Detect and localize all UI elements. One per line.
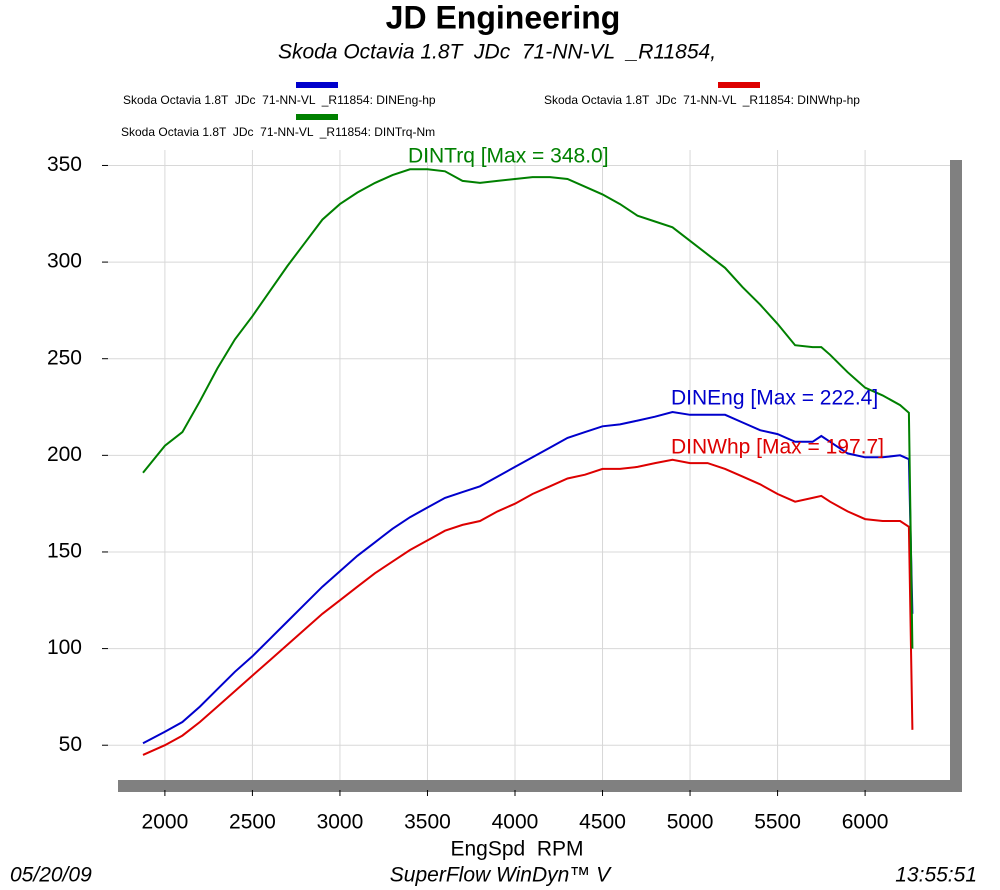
series-line: [142, 168, 914, 649]
x-tick-label: 5000: [667, 811, 714, 834]
legend-swatch: [296, 114, 338, 120]
x-tick-label: 3000: [317, 811, 364, 834]
x-tick-label: 5500: [754, 811, 801, 834]
max-annotation: DINEng [Max = 222.4]: [671, 387, 878, 410]
series-line: [142, 458, 914, 756]
footer-time: 13:55:51: [895, 864, 977, 887]
plot-area: [108, 150, 950, 780]
x-tick-label: 2500: [229, 811, 276, 834]
footer-software: SuperFlow WinDyn™ V: [390, 864, 612, 887]
legend-swatch: [718, 82, 760, 88]
legend-label: Skoda Octavia 1.8T JDc 71-NN-VL _R11854:…: [123, 93, 436, 107]
y-tick-label: 200: [47, 443, 82, 466]
y-tick-label: 50: [59, 733, 82, 756]
x-tick-label: 2000: [142, 811, 189, 834]
footer-date: 05/20/09: [10, 864, 92, 887]
x-tick-label: 4500: [579, 811, 626, 834]
max-annotation: DINTrq [Max = 348.0]: [408, 145, 609, 168]
series-line: [142, 410, 914, 745]
x-tick-label: 6000: [842, 811, 889, 834]
y-tick-label: 150: [47, 540, 82, 563]
max-annotation: DINWhp [Max = 197.7]: [671, 436, 884, 459]
chart-subtitle: Skoda Octavia 1.8T JDc 71-NN-VL _R11854,: [278, 41, 716, 64]
y-tick-label: 350: [47, 153, 82, 176]
legend-swatch: [296, 82, 338, 88]
chart-title: JD Engineering: [386, 0, 621, 35]
y-tick-label: 300: [47, 250, 82, 273]
x-tick-label: 3500: [404, 811, 451, 834]
y-tick-label: 100: [47, 636, 82, 659]
legend-label: Skoda Octavia 1.8T JDc 71-NN-VL _R11854:…: [121, 125, 435, 139]
x-tick-label: 4000: [492, 811, 539, 834]
x-axis-label: EngSpd RPM: [450, 838, 583, 861]
y-tick-label: 250: [47, 346, 82, 369]
legend-label: Skoda Octavia 1.8T JDc 71-NN-VL _R11854:…: [544, 93, 860, 107]
